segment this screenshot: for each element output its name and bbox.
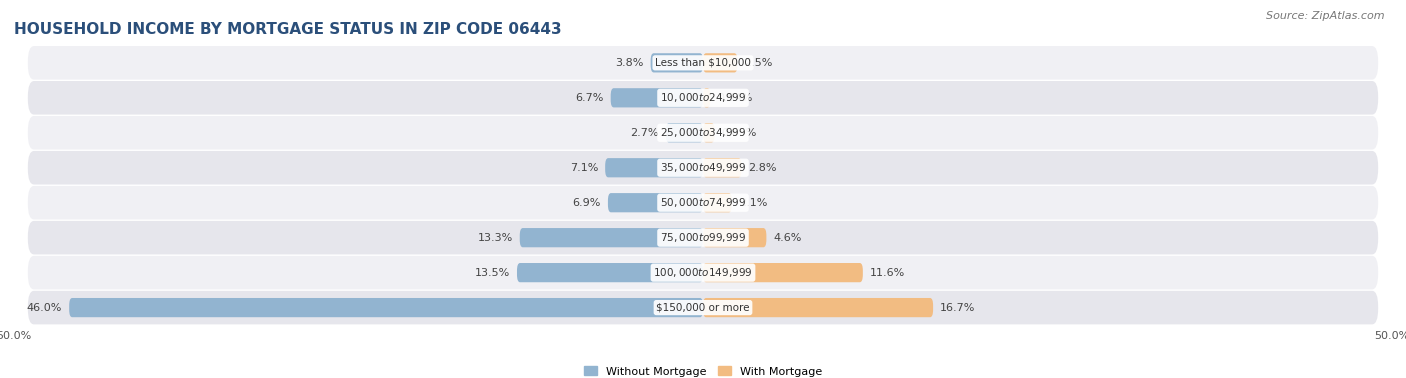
FancyBboxPatch shape xyxy=(607,193,703,212)
FancyBboxPatch shape xyxy=(28,291,1378,324)
Text: Less than $10,000: Less than $10,000 xyxy=(655,58,751,68)
Text: $75,000 to $99,999: $75,000 to $99,999 xyxy=(659,231,747,244)
Text: 13.5%: 13.5% xyxy=(475,268,510,277)
FancyBboxPatch shape xyxy=(28,256,1378,290)
FancyBboxPatch shape xyxy=(703,298,934,317)
FancyBboxPatch shape xyxy=(517,263,703,282)
FancyBboxPatch shape xyxy=(28,186,1378,220)
Text: HOUSEHOLD INCOME BY MORTGAGE STATUS IN ZIP CODE 06443: HOUSEHOLD INCOME BY MORTGAGE STATUS IN Z… xyxy=(14,22,561,37)
Text: 6.7%: 6.7% xyxy=(575,93,603,103)
Text: $100,000 to $149,999: $100,000 to $149,999 xyxy=(654,266,752,279)
Text: 11.6%: 11.6% xyxy=(870,268,905,277)
Text: 0.54%: 0.54% xyxy=(717,93,752,103)
Text: 4.6%: 4.6% xyxy=(773,233,801,243)
FancyBboxPatch shape xyxy=(28,151,1378,184)
FancyBboxPatch shape xyxy=(703,228,766,247)
Text: $150,000 or more: $150,000 or more xyxy=(657,303,749,313)
Text: $25,000 to $34,999: $25,000 to $34,999 xyxy=(659,126,747,139)
FancyBboxPatch shape xyxy=(703,193,733,212)
Text: 2.5%: 2.5% xyxy=(744,58,773,68)
Text: 2.8%: 2.8% xyxy=(748,163,778,173)
FancyBboxPatch shape xyxy=(28,221,1378,254)
Text: 46.0%: 46.0% xyxy=(27,303,62,313)
Text: $35,000 to $49,999: $35,000 to $49,999 xyxy=(659,161,747,174)
Text: 2.7%: 2.7% xyxy=(630,128,659,138)
FancyBboxPatch shape xyxy=(703,53,738,73)
FancyBboxPatch shape xyxy=(703,88,710,107)
FancyBboxPatch shape xyxy=(69,298,703,317)
Text: $10,000 to $24,999: $10,000 to $24,999 xyxy=(659,91,747,104)
Text: $50,000 to $74,999: $50,000 to $74,999 xyxy=(659,196,747,209)
FancyBboxPatch shape xyxy=(651,53,703,73)
FancyBboxPatch shape xyxy=(28,46,1378,80)
FancyBboxPatch shape xyxy=(703,263,863,282)
FancyBboxPatch shape xyxy=(610,88,703,107)
FancyBboxPatch shape xyxy=(28,81,1378,115)
Text: 0.85%: 0.85% xyxy=(721,128,756,138)
Legend: Without Mortgage, With Mortgage: Without Mortgage, With Mortgage xyxy=(579,362,827,378)
Text: 13.3%: 13.3% xyxy=(478,233,513,243)
Text: 2.1%: 2.1% xyxy=(738,198,768,208)
FancyBboxPatch shape xyxy=(28,116,1378,150)
FancyBboxPatch shape xyxy=(605,158,703,177)
Text: 7.1%: 7.1% xyxy=(569,163,599,173)
Text: Source: ZipAtlas.com: Source: ZipAtlas.com xyxy=(1267,11,1385,21)
Text: 6.9%: 6.9% xyxy=(572,198,600,208)
Text: 16.7%: 16.7% xyxy=(941,303,976,313)
FancyBboxPatch shape xyxy=(520,228,703,247)
FancyBboxPatch shape xyxy=(666,123,703,143)
FancyBboxPatch shape xyxy=(703,123,714,143)
FancyBboxPatch shape xyxy=(703,158,741,177)
Text: 3.8%: 3.8% xyxy=(616,58,644,68)
